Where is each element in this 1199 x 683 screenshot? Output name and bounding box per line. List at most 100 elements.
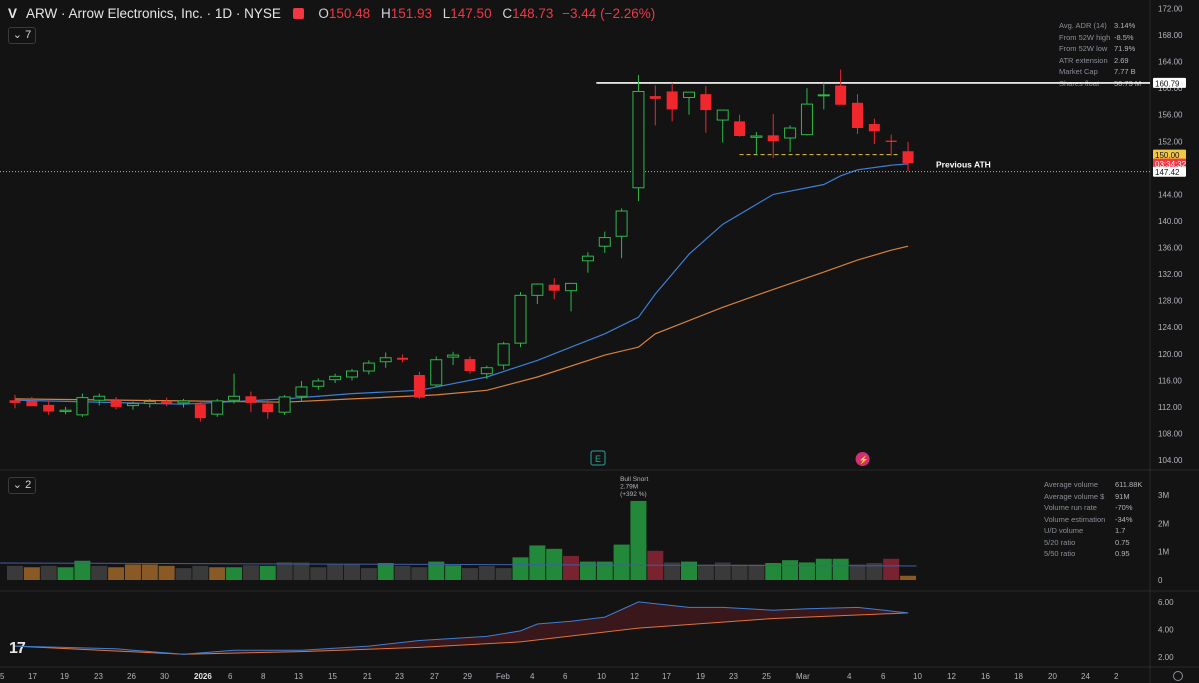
volume-bar xyxy=(664,562,681,580)
x-tick-label: 24 xyxy=(1081,672,1090,681)
price-tick-label: 156.00 xyxy=(1158,111,1183,120)
x-tick-label: 23 xyxy=(94,672,103,681)
x-tick-label: 17 xyxy=(662,672,671,681)
candle-body xyxy=(565,282,578,292)
previous-ath-annotation: Previous ATH xyxy=(936,160,991,170)
candle-body xyxy=(379,357,392,363)
x-tick-label: 17 xyxy=(28,672,37,681)
volume-bar xyxy=(276,562,293,580)
market-status-icon xyxy=(292,8,304,19)
price-tick-label: 164.00 xyxy=(1158,58,1183,67)
volume-tick-label: 2M xyxy=(1158,519,1169,528)
level-high-tag-bg xyxy=(1153,77,1186,88)
stat-key: From 52W high xyxy=(1059,32,1111,42)
vstat-value: 91M xyxy=(1115,491,1130,501)
vstat-key: U/D volume xyxy=(1044,526,1084,535)
volume-bar xyxy=(158,565,175,580)
volume-bar xyxy=(883,558,900,580)
x-tick-label: 15 xyxy=(328,672,337,681)
volume-bar xyxy=(74,560,91,580)
high-label: H xyxy=(380,6,391,21)
earnings-icon-label: E xyxy=(595,454,601,464)
candle-body xyxy=(397,357,409,360)
x-tick-label: 6 xyxy=(881,672,886,681)
x-tick-label: 12 xyxy=(947,672,956,681)
x-tick-label: 6 xyxy=(563,672,568,681)
countdown-tag: 03:34:32 xyxy=(1155,160,1187,169)
candle-body xyxy=(852,102,863,129)
stat-key: From 52W low xyxy=(1059,44,1108,53)
candle-body xyxy=(93,395,106,401)
price-tick-label: 104.00 xyxy=(1158,456,1183,465)
volume-bar xyxy=(394,565,411,580)
volume-bar xyxy=(529,545,546,580)
volume-bar xyxy=(495,568,512,580)
candle-body xyxy=(835,85,847,105)
candle-body xyxy=(76,397,89,416)
low-label: L xyxy=(442,6,451,21)
main-pane-count: 7 xyxy=(25,29,32,41)
settings-gear-icon xyxy=(1173,671,1183,681)
x-tick-label: 4 xyxy=(847,672,852,681)
candle-body xyxy=(800,103,813,136)
main-pane-indicators-toggle[interactable]: ⌄ 7 xyxy=(8,27,36,44)
x-tick-label: 26 xyxy=(127,672,136,681)
x-tick-label: 23 xyxy=(729,672,738,681)
x-tick-label: 6 xyxy=(228,672,233,681)
candle-body xyxy=(143,401,156,405)
last-price-tag-bg xyxy=(1153,149,1186,160)
price-tick-label: 136.00 xyxy=(1158,244,1183,253)
x-tick-label: Mar xyxy=(796,672,810,681)
high-value: 151.93 xyxy=(390,6,432,21)
vstat-key: Volume estimation xyxy=(1044,514,1106,524)
volume-bar xyxy=(579,561,596,580)
last-price-tag: 150.00 xyxy=(1155,151,1180,160)
stat-value: 71.9% xyxy=(1114,44,1136,53)
volume-tick-label: 3M xyxy=(1158,491,1169,500)
price-tick-label: 152.00 xyxy=(1158,137,1183,146)
volume-stats-table: Average volume 611.88K Average volume $ 91… xyxy=(1044,480,1142,561)
symbol-title[interactable]: ARW · Arrow Electronics, Inc. · 1D · NYS… xyxy=(26,6,281,21)
x-tick-label: 20 xyxy=(1048,672,1057,681)
x-tick-label: 12 xyxy=(630,672,639,681)
price-tick-label: 144.00 xyxy=(1158,190,1183,199)
volume-bar xyxy=(411,567,428,580)
x-tick-label: 30 xyxy=(160,672,169,681)
x-tick-label: 13 xyxy=(294,672,303,681)
x-tick-label: 18 xyxy=(1014,672,1023,681)
candle-body xyxy=(211,400,224,415)
open-label: O xyxy=(318,6,329,21)
candle-body xyxy=(59,409,72,413)
candle-body xyxy=(312,380,325,387)
indicator-fill xyxy=(15,601,909,655)
volume-bar xyxy=(815,558,832,580)
vstat-value: 611.88K xyxy=(1115,480,1143,489)
volume-bar xyxy=(563,555,580,580)
open-value: 150.48 xyxy=(328,6,371,21)
volume-bar xyxy=(91,565,108,580)
volume-bar xyxy=(57,567,74,580)
vstat-key: Volume run rate xyxy=(1044,503,1097,512)
volume-pane-count: 2 xyxy=(25,479,32,491)
stat-value: -8.5% xyxy=(1114,32,1134,42)
volume-pane-toggle[interactable]: ⌄ 2 xyxy=(8,477,36,494)
level-high-tag: 160.79 xyxy=(1155,79,1180,88)
candle-body xyxy=(110,400,122,407)
x-tick-label: 4 xyxy=(530,672,535,681)
volume-bar xyxy=(259,565,276,580)
volume-bar xyxy=(798,562,815,580)
low-value: 147.50 xyxy=(450,6,492,21)
candle-body xyxy=(262,403,274,413)
volume-bar xyxy=(714,562,731,580)
volume-bar xyxy=(23,567,40,580)
price-tick-label: 124.00 xyxy=(1158,323,1183,332)
vstat-key: Average volume $ xyxy=(1044,491,1105,501)
volume-bar xyxy=(782,560,799,580)
candle-body xyxy=(43,404,55,412)
x-tick-label: 2026 xyxy=(194,672,212,681)
x-tick-label: Feb xyxy=(496,672,510,681)
candle-body xyxy=(598,237,611,247)
volume-bar xyxy=(40,565,57,580)
volume-bar xyxy=(327,564,344,580)
